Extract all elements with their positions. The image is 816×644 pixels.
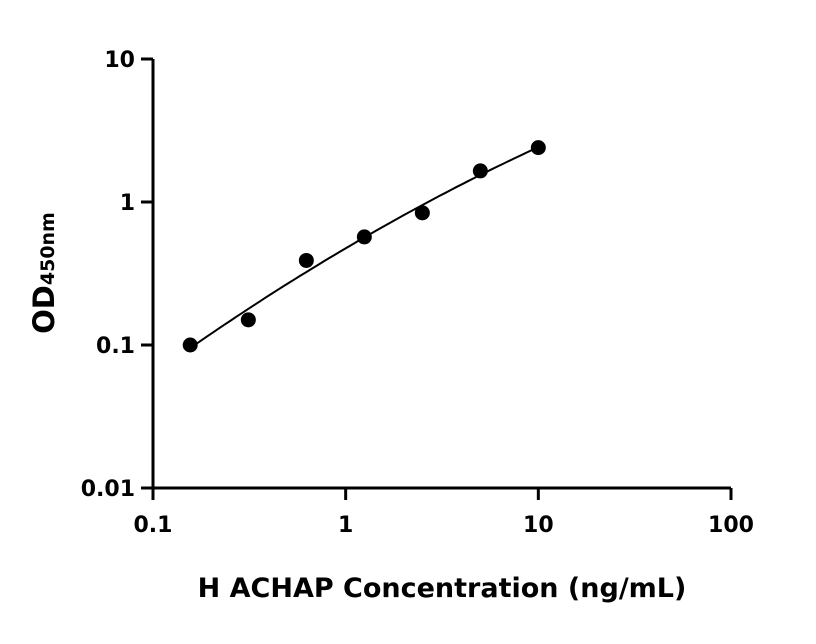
data-point: [414, 205, 430, 221]
data-point: [182, 337, 198, 353]
y-tick-label: 1: [120, 191, 135, 216]
x-tick-label: 0.1: [134, 513, 173, 538]
x-tick-label: 100: [708, 513, 754, 538]
y-tick-label: 0.01: [81, 477, 135, 502]
data-points: [182, 140, 546, 353]
x-tick-label: 10: [523, 513, 554, 538]
y-tick-label: 0.1: [96, 334, 135, 359]
data-point: [298, 252, 314, 268]
y-tick-label: 10: [104, 48, 135, 73]
x-tick-label: 1: [338, 513, 353, 538]
x-axis-label: H ACHAP Concentration (ng/mL): [198, 573, 687, 604]
axes: 0.1 1 10 100 0.01 0.1 1 10: [81, 48, 754, 538]
data-point: [240, 312, 256, 328]
y-axis-label-main: OD: [27, 285, 61, 334]
data-point: [356, 229, 372, 245]
data-point: [472, 163, 488, 179]
y-axis-label-sub: 450nm: [37, 212, 59, 285]
y-axis-label: OD450nm: [27, 212, 61, 334]
data-point: [530, 140, 546, 156]
